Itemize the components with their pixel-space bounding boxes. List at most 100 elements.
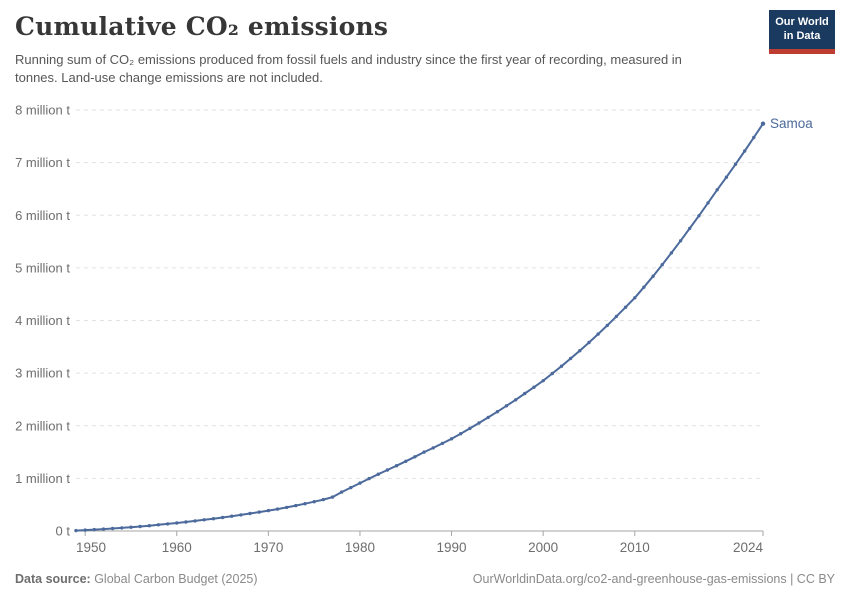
data-point[interactable]: [376, 472, 380, 476]
data-point[interactable]: [623, 305, 628, 309]
data-point[interactable]: [633, 296, 637, 300]
data-point[interactable]: [211, 517, 216, 521]
y-tick-label: 0 t: [56, 524, 71, 539]
data-point[interactable]: [230, 514, 234, 518]
data-point[interactable]: [642, 285, 646, 289]
data-point[interactable]: [358, 481, 362, 485]
data-point[interactable]: [349, 485, 353, 490]
data-point[interactable]: [404, 459, 408, 463]
data-point[interactable]: [156, 523, 161, 527]
data-point[interactable]: [669, 251, 674, 255]
data-point[interactable]: [743, 149, 747, 153]
data-point[interactable]: [339, 490, 344, 494]
data-point[interactable]: [74, 528, 78, 533]
data-point[interactable]: [541, 379, 545, 383]
data-point[interactable]: [422, 450, 426, 454]
series-line-samoa[interactable]: [75, 122, 764, 532]
series-end-label[interactable]: Samoa: [770, 116, 813, 131]
x-tick-label: 1970: [253, 540, 283, 555]
data-source-label: Data source:: [15, 572, 91, 586]
data-point[interactable]: [321, 497, 325, 502]
y-tick-label: 7 million t: [15, 155, 70, 170]
data-point[interactable]: [468, 426, 472, 431]
data-point[interactable]: [752, 135, 756, 140]
chart-subtitle: Running sum of CO₂ emissions produced fr…: [15, 52, 682, 85]
y-tick-label: 4 million t: [15, 313, 70, 328]
data-point[interactable]: [175, 521, 179, 525]
data-point[interactable]: [523, 391, 527, 396]
data-point[interactable]: [312, 500, 316, 504]
data-point[interactable]: [248, 511, 252, 516]
data-point[interactable]: [678, 239, 683, 243]
data-point[interactable]: [120, 526, 124, 530]
x-tick-label: 1960: [162, 540, 192, 555]
x-tick-label: 1950: [76, 540, 106, 555]
data-source-note: Data source: Global Carbon Budget (2025): [15, 572, 258, 586]
data-point[interactable]: [220, 515, 225, 520]
owid-logo[interactable]: Our World in Data: [769, 10, 835, 54]
data-point[interactable]: [532, 385, 536, 389]
data-point[interactable]: [715, 188, 719, 192]
data-point[interactable]: [449, 437, 454, 441]
data-point[interactable]: [202, 518, 206, 522]
data-point[interactable]: [651, 274, 655, 278]
citation-link[interactable]: OurWorldinData.org/co2-and-greenhouse-ga…: [472, 572, 835, 586]
data-point[interactable]: [495, 410, 500, 414]
data-point[interactable]: [706, 201, 710, 205]
data-point[interactable]: [440, 441, 445, 446]
data-point[interactable]: [83, 528, 87, 532]
data-point[interactable]: [724, 175, 729, 179]
data-point[interactable]: [459, 432, 463, 436]
data-point[interactable]: [660, 263, 664, 267]
data-point[interactable]: [275, 507, 280, 511]
data-point[interactable]: [504, 404, 509, 408]
data-point[interactable]: [367, 476, 371, 481]
data-point[interactable]: [596, 332, 600, 336]
data-point[interactable]: [760, 121, 766, 126]
y-tick-label: 1 million t: [15, 471, 70, 486]
data-point[interactable]: [614, 314, 619, 319]
data-point[interactable]: [688, 226, 692, 231]
data-point[interactable]: [550, 371, 554, 376]
line-chart[interactable]: 0 t 1 million t 2 million t 3 million t 4 mi…: [0, 96, 850, 566]
data-point[interactable]: [165, 522, 170, 526]
data-point[interactable]: [101, 527, 106, 531]
y-tick-label: 8 million t: [15, 103, 70, 118]
data-point[interactable]: [394, 464, 399, 468]
data-point[interactable]: [147, 524, 151, 528]
page-title: Cumulative CO₂ emissions: [15, 12, 389, 41]
data-point[interactable]: [559, 364, 564, 368]
data-point[interactable]: [92, 527, 97, 532]
data-point[interactable]: [587, 340, 591, 345]
y-tick-label: 6 million t: [15, 208, 70, 223]
x-tick-label: 2000: [528, 540, 558, 555]
data-point[interactable]: [257, 510, 261, 514]
data-point[interactable]: [110, 526, 115, 531]
data-point[interactable]: [486, 415, 490, 420]
data-point[interactable]: [431, 446, 435, 450]
data-point[interactable]: [303, 502, 307, 506]
data-point[interactable]: [285, 505, 289, 510]
data-point[interactable]: [330, 495, 335, 499]
data-point[interactable]: [514, 398, 518, 402]
data-point[interactable]: [605, 323, 609, 328]
data-point[interactable]: [239, 513, 243, 517]
data-point[interactable]: [697, 214, 701, 218]
data-point[interactable]: [138, 524, 142, 529]
data-point[interactable]: [385, 468, 390, 472]
x-tick-label: 1990: [437, 540, 467, 555]
data-point[interactable]: [578, 349, 582, 353]
data-point[interactable]: [129, 525, 133, 529]
data-point[interactable]: [413, 455, 417, 459]
chart-footer: Data source: Global Carbon Budget (2025)…: [15, 572, 835, 586]
data-point[interactable]: [568, 356, 573, 361]
data-point[interactable]: [266, 508, 271, 513]
data-point[interactable]: [733, 162, 738, 166]
data-point[interactable]: [193, 519, 197, 523]
data-point[interactable]: [184, 520, 188, 524]
x-tick-label: 2024: [733, 540, 764, 555]
owid-logo-line1: Our World: [775, 16, 829, 28]
x-tick-label: 1980: [345, 540, 375, 555]
data-point[interactable]: [294, 503, 298, 508]
data-point[interactable]: [477, 421, 481, 425]
